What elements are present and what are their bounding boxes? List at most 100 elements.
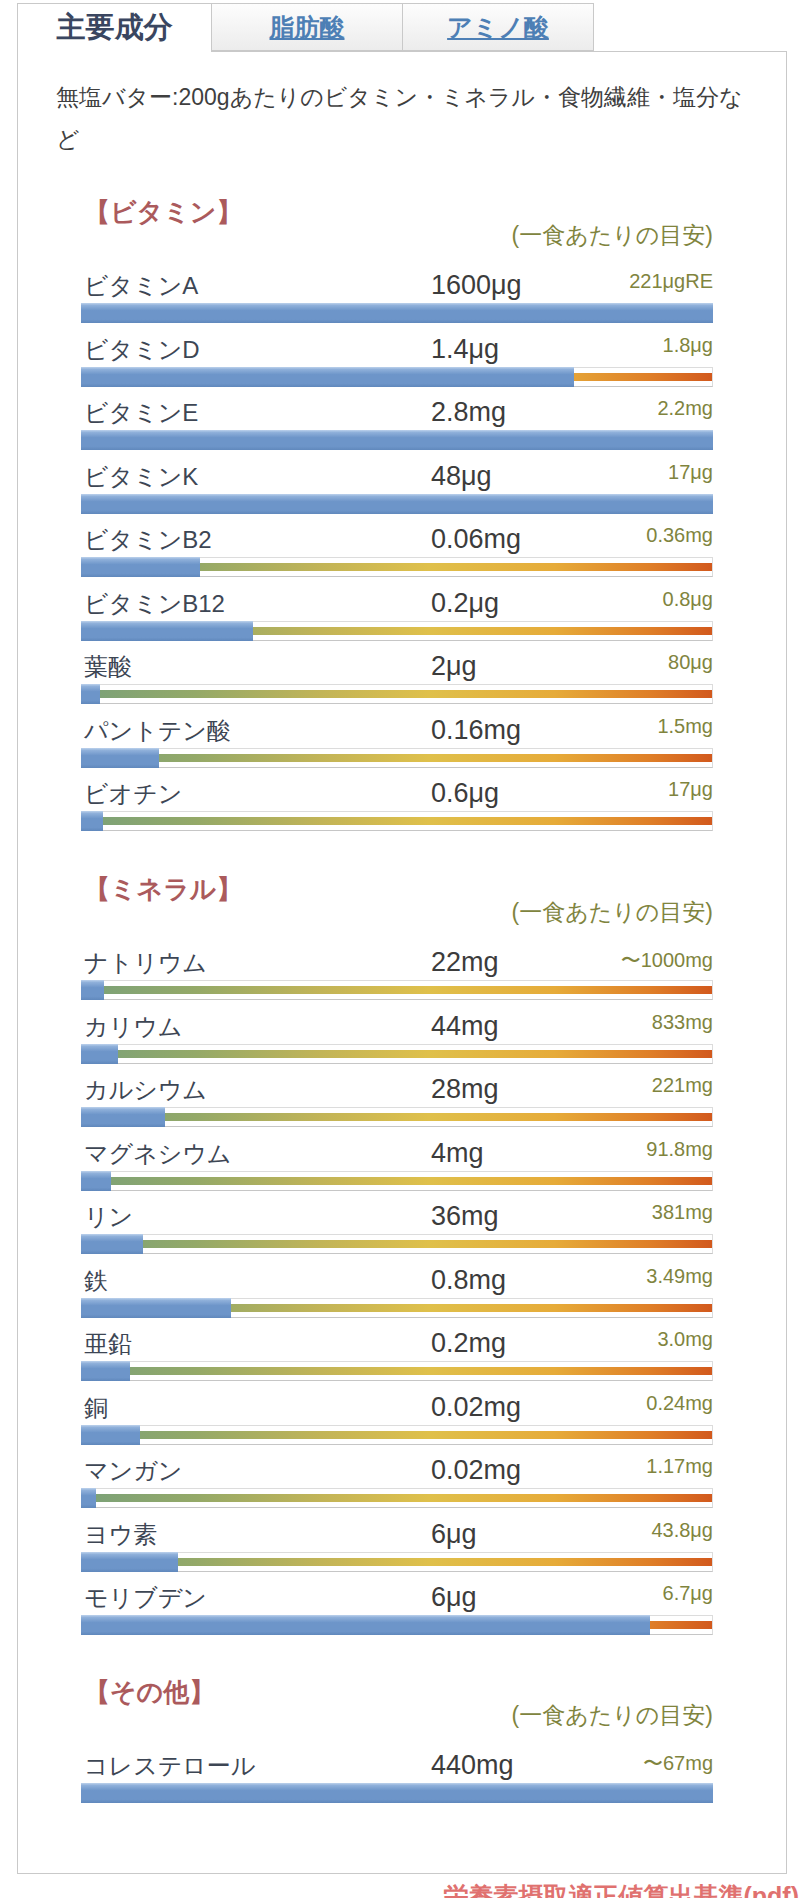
section-title: 【ミネラル】 bbox=[84, 872, 242, 907]
bar-fill bbox=[81, 621, 253, 641]
nutrient-row: パントテン酸 0.16mg 1.5mg bbox=[81, 715, 713, 768]
bar-fill bbox=[81, 367, 574, 387]
serving-guide-value: 0.8μg bbox=[663, 588, 713, 611]
nutrient-label: リン bbox=[81, 1201, 431, 1233]
tab-fatty-acids[interactable]: 脂肪酸 bbox=[212, 3, 403, 51]
nutrient-section: 【ミネラル】 (一食あたりの目安) ナトリウム 22mg 〜1000mg カリウ… bbox=[81, 872, 713, 1635]
serving-guide-value: 833mg bbox=[652, 1011, 713, 1034]
nutrient-label: カルシウム bbox=[81, 1074, 431, 1106]
nutrient-label: コレステロール bbox=[81, 1750, 431, 1782]
serving-note: (一食あたりの目安) bbox=[512, 897, 713, 928]
nutrient-bar bbox=[81, 811, 713, 831]
bar-fill bbox=[81, 811, 103, 831]
nutrient-row: カルシウム 28mg 221mg bbox=[81, 1074, 713, 1127]
nutrient-row: カリウム 44mg 833mg bbox=[81, 1011, 713, 1064]
nutrient-bar bbox=[81, 684, 713, 704]
section-title: 【ビタミン】 bbox=[84, 195, 242, 230]
nutrient-value: 2.8mg bbox=[431, 397, 506, 428]
serving-guide-value: 0.36mg bbox=[646, 524, 713, 547]
serving-guide-value: 〜67mg bbox=[643, 1750, 713, 1777]
nutrient-bar bbox=[81, 1552, 713, 1572]
nutrient-bar bbox=[81, 430, 713, 450]
nutrient-row: 葉酸 2μg 80μg bbox=[81, 651, 713, 704]
nutrient-bar bbox=[81, 1615, 713, 1635]
nutrient-bar bbox=[81, 494, 713, 514]
nutrient-bar bbox=[81, 621, 713, 641]
nutrient-value: 44mg bbox=[431, 1011, 499, 1042]
nutrient-row: ビタミンK 48μg 17μg bbox=[81, 461, 713, 514]
nutrient-label: ヨウ素 bbox=[81, 1519, 431, 1551]
bar-fill bbox=[81, 1615, 650, 1635]
nutrient-value: 2μg bbox=[431, 651, 477, 682]
serving-guide-value: 0.24mg bbox=[646, 1392, 713, 1415]
bar-fill bbox=[81, 748, 159, 768]
nutrient-label: ビタミンK bbox=[81, 461, 431, 493]
serving-guide-value: 221mg bbox=[652, 1074, 713, 1097]
serving-guide-value: 1.8μg bbox=[663, 334, 713, 357]
nutrition-standard-pdf-link[interactable]: 栄養素摂取適正値算出基準(pdf) bbox=[443, 1882, 799, 1898]
nutrient-bar bbox=[81, 303, 713, 323]
nutrient-value: 0.02mg bbox=[431, 1455, 521, 1486]
nutrient-bar bbox=[81, 367, 713, 387]
nutrient-row: 銅 0.02mg 0.24mg bbox=[81, 1392, 713, 1445]
nutrient-value: 0.2mg bbox=[431, 1328, 506, 1359]
nutrient-label: ビタミンB2 bbox=[81, 524, 431, 556]
nutrient-label: ビタミンD bbox=[81, 334, 431, 366]
bar-fill bbox=[81, 1171, 111, 1191]
bar-fill bbox=[81, 1361, 130, 1381]
nutrient-label: カリウム bbox=[81, 1011, 431, 1043]
serving-guide-value: 1.5mg bbox=[657, 715, 713, 738]
nutrient-bar bbox=[81, 748, 713, 768]
bar-fill bbox=[81, 1425, 140, 1445]
serving-guide-value: 1.17mg bbox=[646, 1455, 713, 1478]
nutrient-value: 6μg bbox=[431, 1582, 477, 1613]
nutrient-value: 4mg bbox=[431, 1138, 484, 1169]
nutrient-bar bbox=[81, 1783, 713, 1803]
tab-bar: 主要成分 脂肪酸 アミノ酸 bbox=[17, 3, 594, 52]
nutrient-value: 6μg bbox=[431, 1519, 477, 1550]
section-title: 【その他】 bbox=[84, 1675, 215, 1710]
nutrient-bar bbox=[81, 1488, 713, 1508]
serving-guide-value: 43.8μg bbox=[651, 1519, 713, 1542]
nutrient-bar bbox=[81, 557, 713, 577]
bar-fill bbox=[81, 1488, 96, 1508]
sections-container: 【ビタミン】 (一食あたりの目安) ビタミンA 1600μg 221μgRE ビ… bbox=[18, 195, 786, 1803]
nutrient-value: 440mg bbox=[431, 1750, 514, 1781]
nutrient-value: 36mg bbox=[431, 1201, 499, 1232]
nutrient-row: モリブデン 6μg 6.7μg bbox=[81, 1582, 713, 1635]
bar-fill bbox=[81, 430, 713, 450]
nutrient-bar bbox=[81, 1361, 713, 1381]
nutrient-bar bbox=[81, 1298, 713, 1318]
nutrient-label: ビタミンB12 bbox=[81, 588, 431, 620]
nutrient-row: ヨウ素 6μg 43.8μg bbox=[81, 1519, 713, 1572]
serving-guide-value: 3.0mg bbox=[657, 1328, 713, 1351]
bar-fill bbox=[81, 1298, 231, 1318]
nutrient-label: 葉酸 bbox=[81, 651, 431, 683]
nutrient-value: 0.02mg bbox=[431, 1392, 521, 1423]
content-panel: 無塩バター:200gあたりのビタミン・ミネラル・食物繊維・塩分など 【ビタミン】… bbox=[17, 51, 787, 1874]
nutrient-row: ビタミンB2 0.06mg 0.36mg bbox=[81, 524, 713, 577]
nutrient-label: ナトリウム bbox=[81, 947, 431, 979]
nutrient-value: 22mg bbox=[431, 947, 499, 978]
bar-fill bbox=[81, 684, 100, 704]
bar-fill bbox=[81, 1107, 165, 1127]
nutrient-value: 48μg bbox=[431, 461, 492, 492]
nutrient-row: マグネシウム 4mg 91.8mg bbox=[81, 1138, 713, 1191]
serving-guide-value: 381mg bbox=[652, 1201, 713, 1224]
nutrient-value: 0.6μg bbox=[431, 778, 499, 809]
tab-main-components[interactable]: 主要成分 bbox=[17, 3, 212, 52]
serving-note: (一食あたりの目安) bbox=[512, 220, 713, 251]
nutrient-bar bbox=[81, 980, 713, 1000]
bar-fill bbox=[81, 1552, 178, 1572]
nutrient-label: パントテン酸 bbox=[81, 715, 431, 747]
tab-amino-acids[interactable]: アミノ酸 bbox=[403, 3, 594, 51]
bar-fill bbox=[81, 980, 104, 1000]
bar-fill bbox=[81, 1783, 713, 1803]
serving-guide-value: 91.8mg bbox=[646, 1138, 713, 1161]
nutrient-row: ビタミンB12 0.2μg 0.8μg bbox=[81, 588, 713, 641]
nutrient-value: 1.4μg bbox=[431, 334, 499, 365]
bar-fill bbox=[81, 1044, 118, 1064]
intro-text: 無塩バター:200gあたりのビタミン・ミネラル・食物繊維・塩分など bbox=[56, 76, 748, 160]
nutrient-row: ビタミンD 1.4μg 1.8μg bbox=[81, 334, 713, 387]
nutrient-row: ナトリウム 22mg 〜1000mg bbox=[81, 947, 713, 1000]
